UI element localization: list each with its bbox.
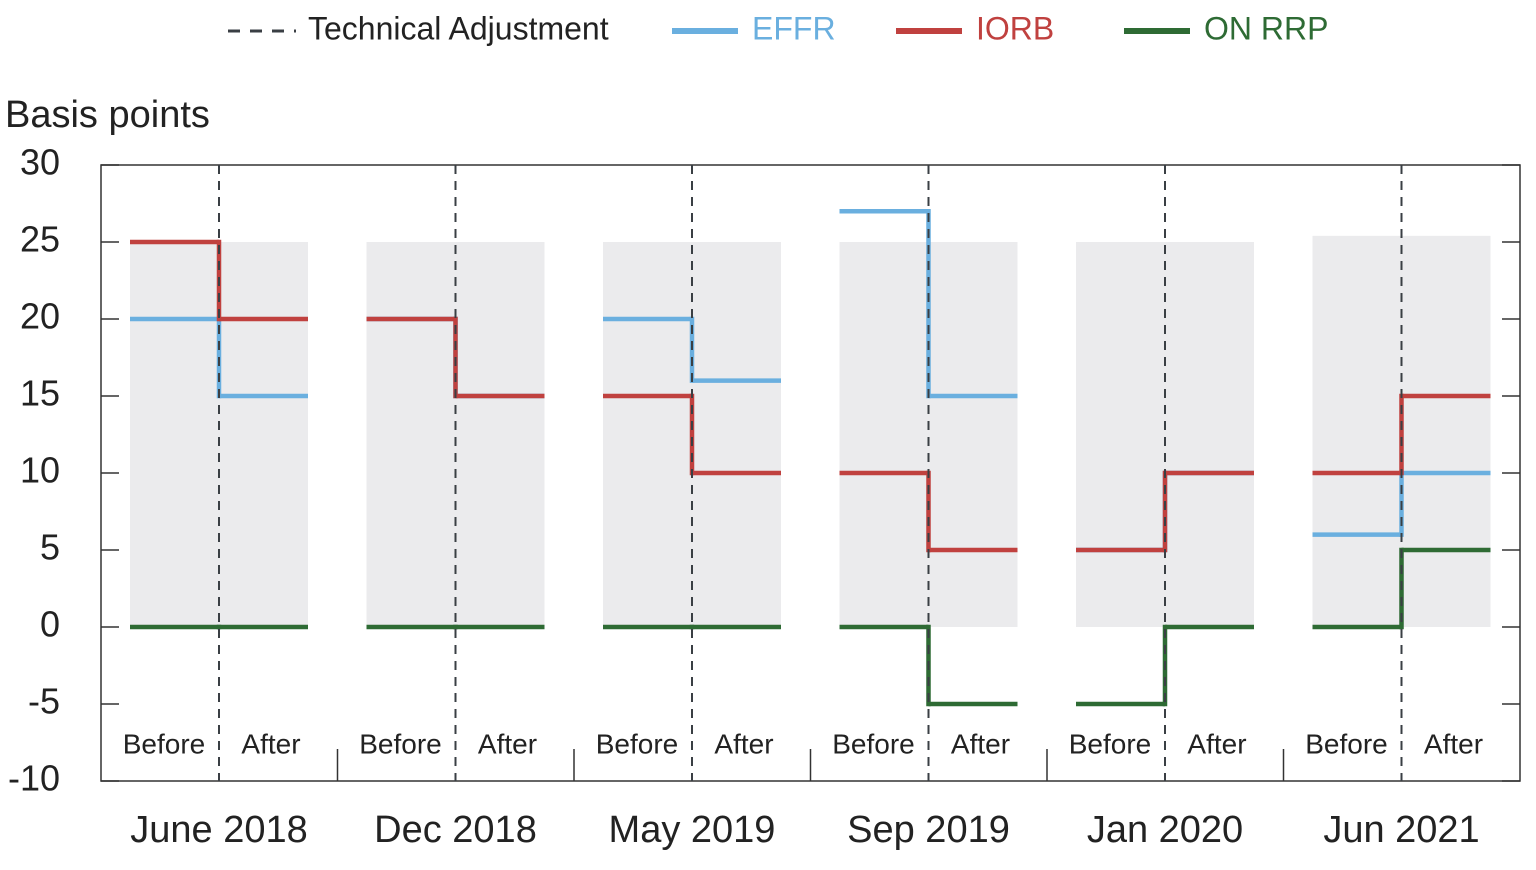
legend-label: ON RRP <box>1204 10 1328 46</box>
x-tick-label: May 2019 <box>609 809 776 851</box>
sub-label: Before <box>1069 728 1152 759</box>
sub-label: After <box>951 728 1010 759</box>
y-tick-label: -5 <box>28 681 60 722</box>
sub-label: After <box>714 728 773 759</box>
legend-label: IORB <box>976 10 1054 46</box>
y-tick-label: 20 <box>20 296 60 337</box>
legend-label: Technical Adjustment <box>308 10 609 46</box>
x-tick-label: Jan 2020 <box>1087 809 1243 851</box>
sub-label: Before <box>1305 728 1388 759</box>
x-tick-label: Dec 2018 <box>374 809 537 851</box>
sub-label: Before <box>596 728 679 759</box>
y-tick-label: 15 <box>20 373 60 414</box>
sub-label: After <box>241 728 300 759</box>
sub-label: Before <box>123 728 206 759</box>
y-tick-label: 5 <box>40 527 60 568</box>
sub-label: After <box>478 728 537 759</box>
y-tick-label: 30 <box>20 142 60 183</box>
x-tick-label: June 2018 <box>130 809 308 851</box>
y-tick-label: 25 <box>20 219 60 260</box>
y-axis-label: Basis points <box>5 94 210 136</box>
y-tick-label: -10 <box>8 758 60 799</box>
x-tick-label: Jun 2021 <box>1323 809 1479 851</box>
legend-label: EFFR <box>752 10 836 46</box>
shaded-range <box>366 242 545 627</box>
x-tick-label: Sep 2019 <box>847 809 1010 851</box>
sub-label: Before <box>832 728 915 759</box>
plot-frame <box>100 164 1521 782</box>
sub-label: After <box>1187 728 1246 759</box>
shaded-range <box>1076 242 1254 627</box>
y-tick-label: 0 <box>40 604 60 645</box>
sub-label: Before <box>359 728 442 759</box>
y-tick-label: 10 <box>20 450 60 491</box>
sub-label: After <box>1424 728 1483 759</box>
